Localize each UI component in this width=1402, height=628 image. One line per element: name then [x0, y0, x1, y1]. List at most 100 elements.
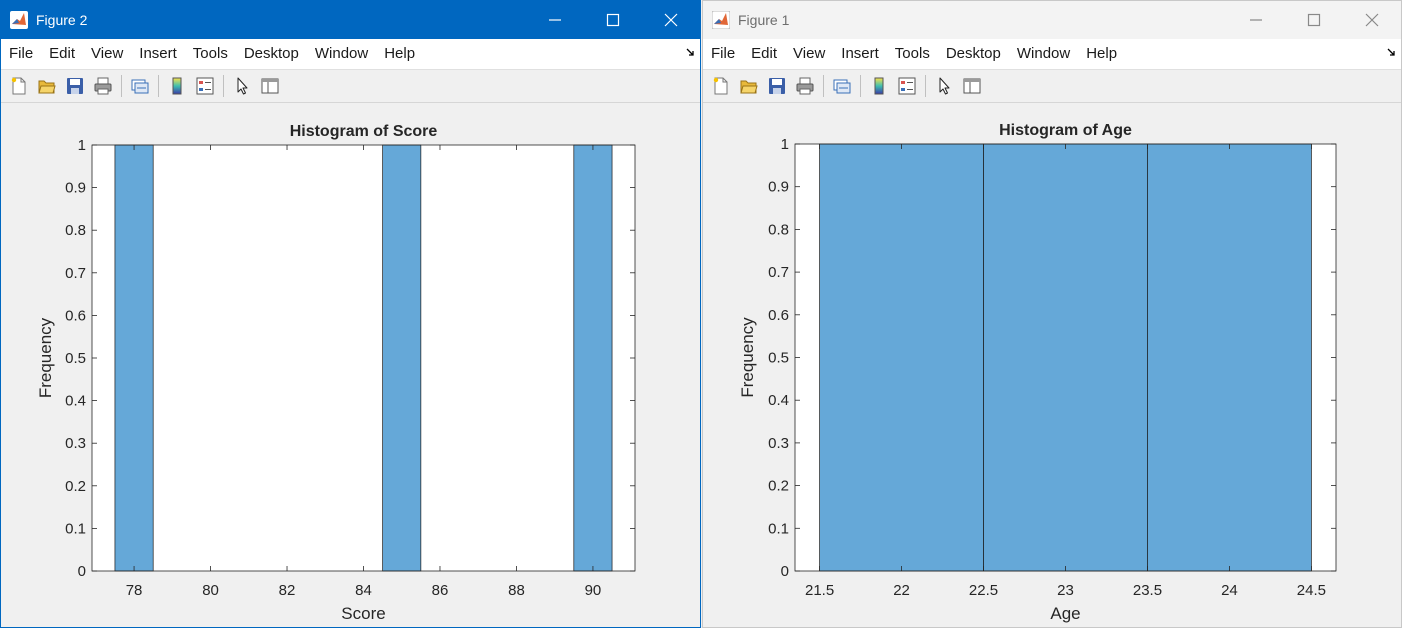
y-tick-label: 0	[781, 563, 789, 580]
y-tick-label: 0.6	[65, 307, 86, 324]
toolbar-separator	[121, 75, 122, 97]
property-inspector-button[interactable]	[259, 75, 281, 97]
matlab-logo-icon	[10, 11, 28, 29]
link-plot-button[interactable]	[831, 75, 853, 97]
y-tick-label: 0.4	[65, 393, 86, 410]
y-tick-label: 0.2	[768, 478, 789, 495]
x-tick-label: 23.5	[1133, 582, 1162, 599]
score-histogram-plot[interactable]: 78 80 82 84 86 88 90 0 0.1 0.2 0.3 0.4 0.5 0.6 0.7 0.8 0…	[1, 103, 700, 628]
menu-insert[interactable]: Insert	[139, 45, 177, 62]
menu-file[interactable]: File	[711, 45, 736, 62]
y-tick-label: 0.5	[65, 350, 86, 367]
legend-icon	[898, 77, 916, 95]
figure-1-window[interactable]: Figure 1 File Edit View Insert Tools Des…	[702, 0, 1402, 628]
menu-window[interactable]: Window	[314, 45, 369, 62]
maximize-button[interactable]	[584, 1, 642, 39]
y-tick-label: 0.3	[65, 435, 86, 452]
legend-button[interactable]	[896, 75, 918, 97]
menu-tools[interactable]: Tools	[192, 45, 228, 62]
colorbar-button[interactable]	[868, 75, 890, 97]
x-tick-label: 80	[202, 582, 219, 599]
colorbar-button[interactable]	[166, 75, 188, 97]
menu-help[interactable]: Help	[384, 45, 416, 62]
chart-title: Histogram of Score	[290, 123, 438, 140]
maximize-icon	[606, 13, 620, 27]
menu-help[interactable]: Help	[1086, 45, 1118, 62]
save-button[interactable]	[766, 75, 788, 97]
y-axis-label: Frequency	[738, 317, 757, 398]
legend-icon	[196, 77, 214, 95]
y-tick-label: 0.9	[768, 179, 789, 196]
menu-desktop[interactable]: Desktop	[243, 45, 299, 62]
save-button[interactable]	[64, 75, 86, 97]
new-figure-icon	[11, 77, 26, 95]
menu-view[interactable]: View	[793, 45, 826, 62]
y-tick-label: 0.5	[768, 350, 789, 367]
y-tick-label: 0.4	[768, 392, 789, 409]
x-tick-label: 24.5	[1297, 582, 1326, 599]
close-button[interactable]	[1343, 1, 1401, 39]
print-icon	[94, 77, 112, 95]
dock-arrow-icon[interactable]	[1387, 47, 1397, 57]
figure-2-window[interactable]: Figure 2 File Edit View Insert Tools Des…	[0, 0, 701, 628]
y-tick-label: 1	[78, 137, 86, 154]
close-button[interactable]	[642, 1, 700, 39]
age-histogram-plot[interactable]: 21.5 22 22.5 23 23.5 24 24.5 0 0.1 0.2 0.3 0.4 0.5 0.…	[703, 103, 1401, 628]
title-bar[interactable]: Figure 1	[703, 1, 1401, 39]
x-tick-label: 21.5	[805, 582, 834, 599]
link-plot-icon	[833, 79, 851, 94]
minimize-icon	[1250, 19, 1262, 21]
open-file-button[interactable]	[738, 75, 760, 97]
x-tick-label: 82	[279, 582, 296, 599]
pointer-icon	[237, 77, 248, 95]
maximize-icon	[1307, 13, 1321, 27]
menu-desktop[interactable]: Desktop	[945, 45, 1001, 62]
close-icon	[664, 13, 678, 27]
title-bar[interactable]: Figure 2	[1, 1, 700, 39]
histogram-bar	[573, 144, 613, 572]
link-plot-icon	[131, 79, 149, 94]
toolbar-separator	[823, 75, 824, 97]
pointer-icon	[939, 77, 950, 95]
print-icon	[796, 77, 814, 95]
new-figure-button[interactable]	[8, 75, 30, 97]
minimize-button[interactable]	[526, 1, 584, 39]
new-figure-button[interactable]	[710, 75, 732, 97]
y-tick-label: 0.8	[768, 221, 789, 238]
legend-button[interactable]	[194, 75, 216, 97]
toolbar-separator	[223, 75, 224, 97]
menu-bar: File Edit View Insert Tools Desktop Wind…	[703, 39, 1401, 70]
menu-edit[interactable]: Edit	[751, 45, 778, 62]
link-plot-button[interactable]	[129, 75, 151, 97]
property-inspector-button[interactable]	[961, 75, 983, 97]
menu-insert[interactable]: Insert	[841, 45, 879, 62]
edit-plot-button[interactable]	[933, 75, 955, 97]
x-axis-label: Age	[1050, 604, 1080, 623]
y-tick-label: 0.2	[65, 478, 86, 495]
menu-file[interactable]: File	[9, 45, 34, 62]
figure-toolbar	[703, 70, 1401, 103]
histogram-bar	[819, 143, 984, 572]
save-icon	[769, 78, 785, 94]
minimize-button[interactable]	[1227, 1, 1285, 39]
save-icon	[67, 78, 83, 94]
menu-window[interactable]: Window	[1016, 45, 1071, 62]
dock-arrow-icon[interactable]	[686, 47, 696, 57]
plot-area	[92, 145, 635, 571]
open-file-icon	[740, 80, 758, 94]
print-button[interactable]	[92, 75, 114, 97]
maximize-button[interactable]	[1285, 1, 1343, 39]
print-button[interactable]	[794, 75, 816, 97]
menu-tools[interactable]: Tools	[894, 45, 930, 62]
x-tick-label: 22.5	[969, 582, 998, 599]
chart-title: Histogram of Age	[999, 122, 1132, 139]
y-tick-label: 0	[78, 563, 86, 580]
open-file-button[interactable]	[36, 75, 58, 97]
edit-plot-button[interactable]	[231, 75, 253, 97]
y-tick-label: 0.7	[768, 264, 789, 281]
x-axis-label: Score	[341, 604, 385, 623]
x-tick-label: 24	[1221, 582, 1238, 599]
menu-view[interactable]: View	[91, 45, 124, 62]
menu-edit[interactable]: Edit	[49, 45, 76, 62]
window-title: Figure 1	[738, 12, 790, 28]
